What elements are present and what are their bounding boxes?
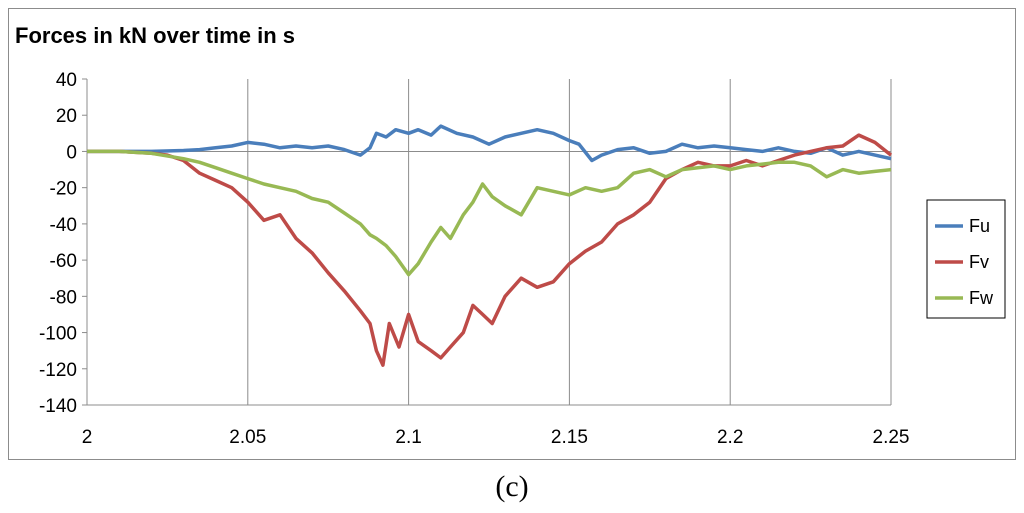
legend-box	[926, 199, 1006, 319]
legend-label-fw: Fw	[969, 288, 994, 308]
y-tick-label: -120	[39, 360, 77, 381]
x-tick-label: 2.1	[395, 427, 421, 448]
y-tick-label: 40	[56, 70, 77, 91]
chart-title: Forces in kN over time in s	[15, 23, 295, 48]
series-line-fv	[87, 133, 893, 367]
y-tick-label: -40	[50, 215, 77, 236]
y-tick-label: -20	[50, 179, 77, 200]
chart-frame: Forces in kN over time in s 40 20 0 -20 -40 -…	[8, 8, 1016, 460]
legend-label-fu: Fu	[969, 216, 990, 236]
x-tick-label: 2.25	[873, 427, 910, 448]
legend: Fu Fv Fw	[926, 199, 1006, 319]
y-tick-label: 20	[56, 106, 77, 127]
y-tick-label: -100	[39, 324, 77, 345]
x-tick-label: 2	[82, 427, 93, 448]
grid-layer	[87, 79, 892, 405]
x-tick-label: 2.2	[717, 427, 743, 448]
series-line-fu	[87, 124, 892, 163]
y-tick-label: -140	[39, 396, 77, 417]
series-line-fw	[87, 149, 892, 277]
series-layer	[87, 124, 893, 367]
legend-label-fv: Fv	[969, 252, 989, 272]
y-tick-label: 0	[66, 142, 77, 163]
x-tick-label: 2.15	[551, 427, 588, 448]
figure-caption: (c)	[495, 470, 529, 503]
x-tick-label: 2.05	[229, 427, 266, 448]
chart-svg: Forces in kN over time in s 40 20 0 -20 -40 -…	[15, 23, 1006, 448]
y-tick-label: -60	[50, 251, 77, 272]
y-tick-label: -80	[50, 287, 77, 308]
